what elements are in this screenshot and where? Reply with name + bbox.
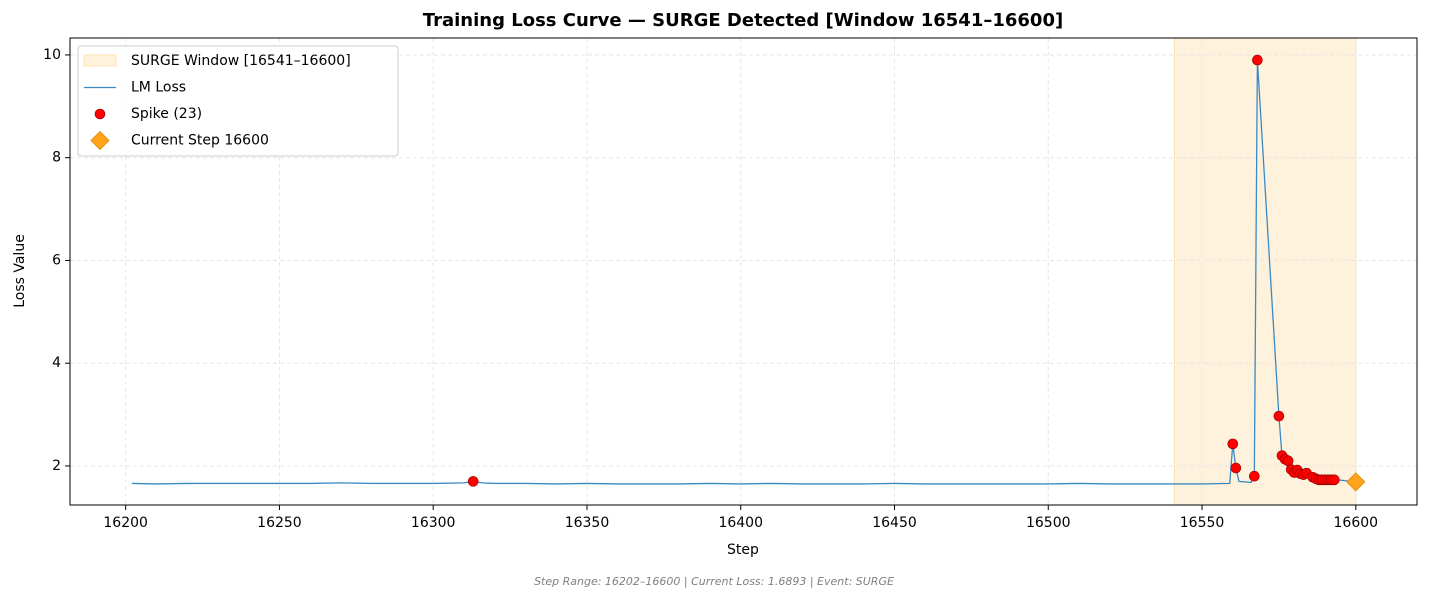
x-tick-label: 16500 bbox=[1026, 515, 1071, 531]
legend-marker bbox=[90, 130, 110, 151]
y-axis-label: Loss Value bbox=[12, 234, 28, 308]
legend-label: SURGE Window [16541–16600] bbox=[131, 53, 351, 69]
legend-label: Spike (23) bbox=[131, 106, 202, 122]
chart-title: Training Loss Curve — SURGE Detected [Wi… bbox=[423, 10, 1063, 31]
x-tick-label: 16250 bbox=[257, 515, 302, 531]
spike-point bbox=[1273, 410, 1285, 422]
plot-frame bbox=[69, 37, 1418, 506]
spike-point bbox=[1230, 462, 1242, 474]
x-tick-label: 16450 bbox=[872, 515, 917, 531]
legend-label: Current Step 16600 bbox=[131, 133, 269, 149]
y-tick-label: 2 bbox=[52, 458, 61, 474]
spike-point bbox=[1252, 54, 1263, 66]
y-tick-label: 6 bbox=[52, 252, 61, 268]
x-tick-label: 16550 bbox=[1180, 515, 1225, 531]
legend-label: LM Loss bbox=[131, 80, 186, 96]
spike-point bbox=[1328, 474, 1340, 486]
current-step-marker bbox=[1346, 472, 1366, 492]
x-axis-label: Step bbox=[727, 542, 759, 558]
spike-point bbox=[1249, 470, 1260, 482]
surge-window bbox=[1173, 37, 1357, 506]
legend-marker bbox=[94, 108, 106, 120]
y-tick-label: 4 bbox=[52, 355, 61, 371]
x-tick-label: 16200 bbox=[103, 515, 148, 531]
spike-point bbox=[1227, 438, 1239, 450]
footer: Step Range: 16202–16600 | Current Loss: … bbox=[534, 575, 894, 588]
y-tick-label: 10 bbox=[43, 47, 61, 63]
y-tick-label: 8 bbox=[52, 150, 61, 166]
legend-swatch bbox=[83, 54, 117, 67]
legend-box bbox=[77, 45, 399, 157]
x-tick-label: 16400 bbox=[718, 515, 763, 531]
x-tick-label: 16600 bbox=[1334, 515, 1379, 531]
x-tick-label: 16300 bbox=[411, 515, 456, 531]
x-tick-label: 16350 bbox=[565, 515, 610, 531]
spike-point bbox=[467, 476, 479, 487]
